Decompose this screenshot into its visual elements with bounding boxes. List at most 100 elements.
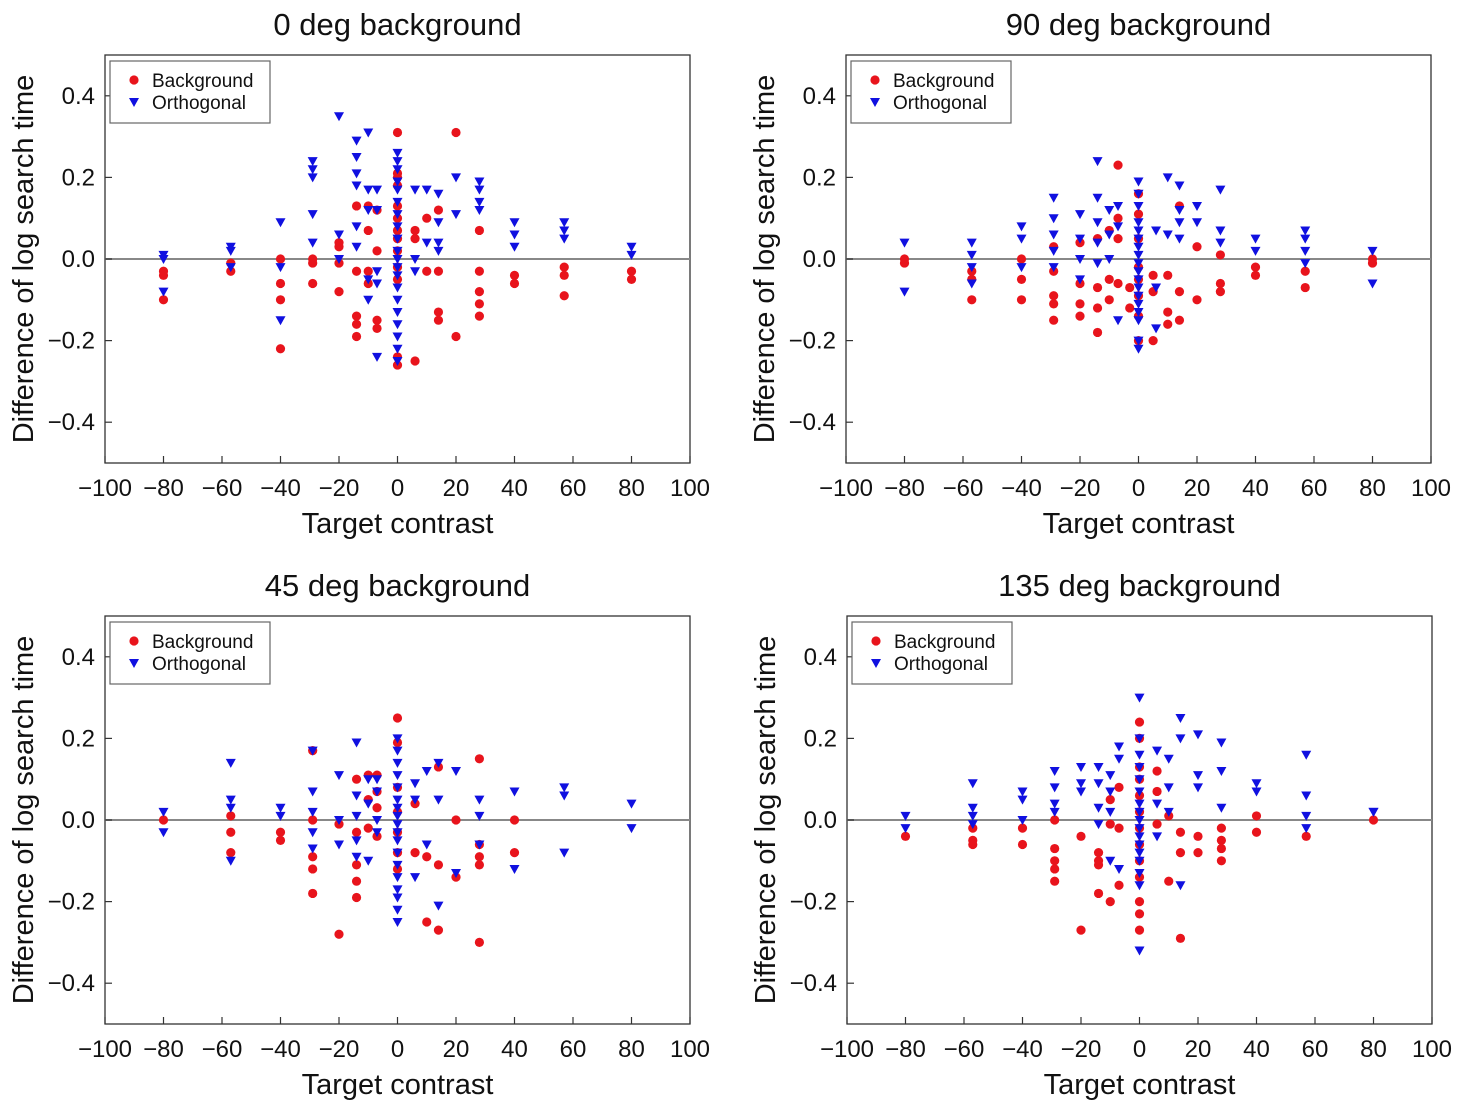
- data-point-background: [334, 238, 344, 248]
- data-point-orthogonal: [307, 210, 318, 220]
- data-point-orthogonal: [351, 836, 362, 846]
- x-tick-label: −100: [819, 475, 873, 502]
- legend-box: [851, 621, 1013, 685]
- data-point-orthogonal: [1133, 283, 1144, 293]
- data-point-orthogonal: [1114, 742, 1125, 752]
- y-tick-label: −0.2: [789, 328, 836, 355]
- data-point-orthogonal: [1049, 767, 1060, 777]
- data-point-orthogonal: [474, 795, 485, 805]
- data-point-orthogonal: [1367, 246, 1378, 256]
- y-tick-label: 0.0: [804, 807, 837, 834]
- data-point-orthogonal: [1075, 234, 1085, 244]
- y-tick-label: 0.4: [62, 644, 95, 671]
- data-point-background: [372, 323, 382, 333]
- data-point-background: [968, 839, 978, 850]
- data-point-orthogonal: [1048, 214, 1059, 224]
- data-point-orthogonal: [1151, 324, 1162, 334]
- data-point-orthogonal: [1301, 750, 1312, 760]
- data-point-background: [451, 127, 461, 138]
- y-axis-label: Difference of log search time: [8, 636, 40, 1005]
- data-point-background: [392, 127, 403, 138]
- data-point-orthogonal: [372, 267, 383, 277]
- data-point-orthogonal: [1133, 218, 1144, 228]
- y-axis-label: Difference of log search time: [749, 75, 781, 444]
- legend-label-orthogonal: Orthogonal: [893, 93, 987, 114]
- data-point-background: [1175, 848, 1186, 858]
- data-point-orthogonal: [1133, 189, 1144, 199]
- data-point-background: [1250, 270, 1261, 280]
- data-point-orthogonal: [1300, 226, 1311, 236]
- data-point-orthogonal: [351, 136, 362, 146]
- data-point-orthogonal: [451, 210, 461, 220]
- data-point-orthogonal: [351, 738, 362, 748]
- y-axis-label: Difference of log search time: [750, 636, 782, 1005]
- data-point-background: [1216, 856, 1226, 866]
- series-orthogonal: [899, 157, 1378, 354]
- data-point-orthogonal: [1175, 714, 1186, 723]
- data-point-background: [451, 815, 461, 825]
- data-point-background: [1105, 897, 1115, 907]
- data-point-orthogonal: [225, 795, 236, 805]
- data-point-orthogonal: [392, 918, 403, 927]
- data-point-orthogonal: [421, 767, 432, 777]
- data-point-orthogonal: [433, 246, 444, 256]
- data-point-orthogonal: [1251, 787, 1262, 797]
- data-point-background: [334, 287, 344, 297]
- data-point-background: [1125, 303, 1135, 313]
- data-point-orthogonal: [1134, 840, 1145, 850]
- data-point-orthogonal: [1151, 283, 1162, 293]
- x-tick-label: 40: [1243, 1036, 1270, 1063]
- y-tick-label: 0.2: [804, 725, 837, 752]
- data-point-orthogonal: [421, 185, 432, 195]
- x-tick-label: 100: [1412, 1036, 1452, 1063]
- data-point-orthogonal: [1301, 811, 1312, 821]
- data-point-orthogonal: [392, 771, 403, 781]
- data-point-orthogonal: [474, 197, 485, 207]
- data-point-orthogonal: [1049, 783, 1060, 793]
- data-point-background: [351, 311, 362, 321]
- data-point-background: [474, 266, 484, 276]
- data-point-background: [351, 774, 362, 784]
- x-tick-label: 80: [618, 475, 645, 502]
- data-point-orthogonal: [1133, 177, 1144, 187]
- data-point-background: [1134, 909, 1145, 919]
- data-point-background: [1016, 274, 1027, 284]
- data-point-orthogonal: [392, 177, 403, 187]
- x-axis-label: Target contrast: [1044, 1069, 1236, 1101]
- x-tick-label: 100: [670, 1036, 710, 1063]
- data-point-background: [1049, 299, 1059, 309]
- data-point-orthogonal: [1049, 807, 1060, 817]
- x-tick-label: 0: [391, 475, 404, 502]
- data-point-orthogonal: [1016, 222, 1027, 232]
- data-point-orthogonal: [392, 157, 403, 167]
- data-point-orthogonal: [392, 320, 403, 330]
- x-tick-label: −40: [260, 1036, 301, 1063]
- data-point-orthogonal: [1092, 218, 1103, 228]
- data-point-orthogonal: [1104, 206, 1115, 216]
- data-point-background: [1368, 815, 1379, 825]
- data-point-background: [1250, 262, 1261, 272]
- data-point-background: [226, 811, 236, 821]
- data-point-orthogonal: [1134, 856, 1145, 866]
- data-point-orthogonal: [275, 263, 286, 273]
- data-point-orthogonal: [307, 157, 318, 167]
- data-point-background: [410, 225, 420, 236]
- data-point-orthogonal: [1175, 881, 1186, 891]
- x-tick-label: 40: [501, 475, 528, 502]
- data-point-orthogonal: [1134, 848, 1145, 858]
- data-point-background: [559, 291, 569, 301]
- data-point-background: [1367, 258, 1378, 268]
- data-point-orthogonal: [1152, 746, 1163, 756]
- data-point-background: [1300, 266, 1310, 276]
- x-axis-label: Target contrast: [302, 508, 494, 540]
- data-point-background: [474, 311, 484, 321]
- data-point-background: [1049, 315, 1059, 325]
- data-point-orthogonal: [1162, 230, 1173, 240]
- data-point-orthogonal: [1192, 218, 1202, 228]
- data-point-orthogonal: [392, 344, 403, 354]
- data-point-orthogonal: [1175, 734, 1186, 744]
- data-point-orthogonal: [392, 746, 403, 756]
